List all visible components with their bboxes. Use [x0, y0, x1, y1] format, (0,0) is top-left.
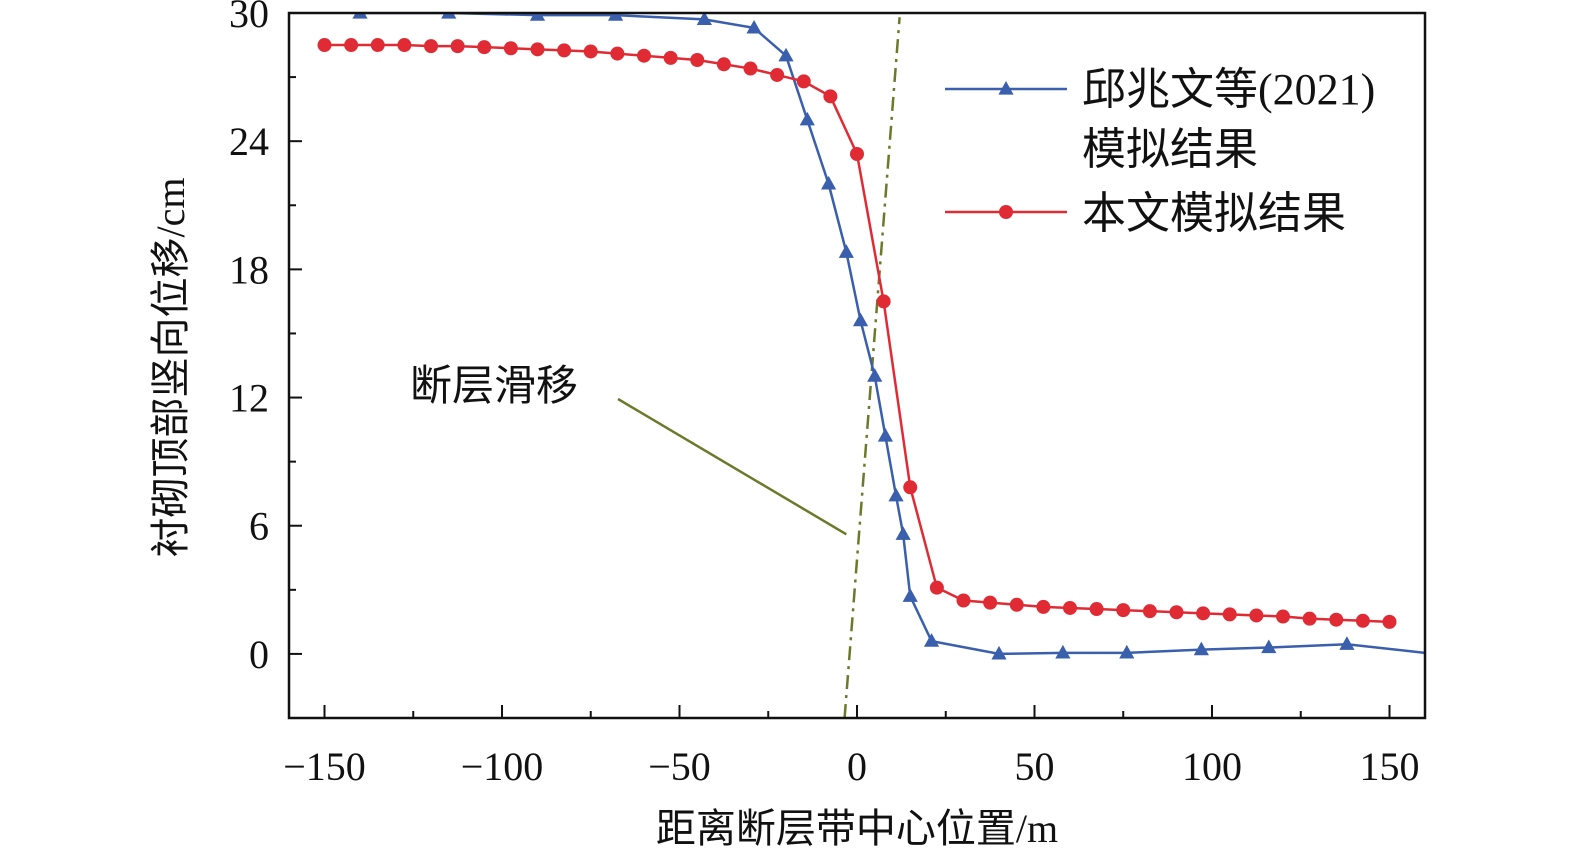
data-point [529, 13, 546, 21]
y-tick-label: 24 [229, 119, 269, 164]
data-point [903, 480, 918, 495]
data-point [637, 48, 651, 63]
data-point [923, 633, 940, 647]
data-point [991, 645, 1007, 660]
x-tick-label: −100 [461, 744, 544, 789]
y-tick-label: 0 [249, 632, 269, 677]
data-point [796, 74, 811, 89]
data-point [876, 294, 891, 309]
data-point [530, 42, 545, 57]
data-point [778, 47, 794, 62]
data-point [1116, 603, 1131, 618]
data-point [770, 67, 785, 82]
data-point [370, 38, 385, 53]
data-point [743, 61, 758, 76]
data-point [344, 38, 359, 53]
data-point [902, 588, 918, 602]
legend-label-1: 邱兆文等(2021) [1082, 65, 1375, 114]
y-tick-label: 18 [229, 247, 269, 292]
data-point [1276, 609, 1290, 624]
x-tick-label: 100 [1182, 744, 1242, 789]
data-point [895, 526, 911, 540]
legend-marker-2 [999, 205, 1013, 219]
x-tick-label: −150 [283, 744, 366, 789]
data-point [716, 57, 731, 72]
data-point [1089, 602, 1104, 617]
data-point [823, 89, 838, 104]
data-point [1063, 600, 1077, 615]
data-point [690, 53, 705, 67]
data-point [852, 312, 869, 327]
data-point [1009, 597, 1024, 612]
data-point [983, 595, 998, 610]
data-point [441, 13, 457, 19]
data-point [1222, 607, 1237, 622]
data-point [821, 175, 837, 190]
legend-label-1-line2: 模拟结果 [1082, 125, 1258, 174]
data-point [838, 244, 854, 258]
data-point [424, 39, 438, 54]
data-point [610, 46, 625, 61]
data-point [1196, 606, 1211, 621]
legend-marker-1 [998, 81, 1014, 95]
series-1 [339, 13, 1425, 660]
data-point [1055, 644, 1071, 659]
data-point [1119, 644, 1135, 659]
series-2 [317, 38, 1397, 629]
data-point [1193, 641, 1209, 656]
y-axis-title: 衬砌顶部竖向位移/cm [148, 178, 193, 558]
data-point [799, 111, 815, 126]
data-point [1355, 613, 1370, 628]
data-point [317, 38, 332, 53]
data-point [1382, 614, 1397, 629]
data-point [1261, 639, 1277, 654]
data-point [1339, 636, 1355, 650]
data-point [503, 41, 518, 56]
data-point [1302, 611, 1317, 626]
data-point [352, 13, 368, 19]
y-tick-label: 30 [229, 0, 269, 36]
data-point [450, 39, 465, 54]
data-point [1036, 599, 1051, 614]
data-point [877, 428, 893, 442]
data-point [956, 593, 971, 608]
data-point [1142, 604, 1157, 619]
x-tick-label: −50 [648, 744, 711, 789]
data-point [477, 40, 492, 55]
data-point [929, 580, 944, 595]
data-point [888, 487, 904, 502]
data-point [608, 13, 624, 21]
x-tick-label: 0 [847, 744, 867, 789]
data-point [867, 368, 883, 382]
data-point [1329, 612, 1344, 627]
data-point [696, 13, 712, 26]
annotation-leader-line [617, 397, 847, 536]
legend-label-2: 本文模拟结果 [1082, 189, 1346, 238]
data-point [1249, 608, 1264, 623]
x-tick-label: 150 [1360, 744, 1420, 789]
data-point [746, 19, 762, 34]
data-point [557, 43, 572, 58]
x-tick-label: 50 [1015, 744, 1055, 789]
fault-slip-annotation: 断层滑移 [410, 364, 578, 410]
data-point [663, 50, 678, 65]
data-point [397, 38, 412, 53]
data-point [850, 147, 864, 161]
y-tick-label: 12 [229, 376, 269, 421]
data-point [1169, 605, 1184, 620]
y-tick-label: 6 [249, 504, 269, 549]
data-point [583, 44, 598, 59]
x-axis-title: 距离断层带中心位置/m [656, 806, 1058, 851]
